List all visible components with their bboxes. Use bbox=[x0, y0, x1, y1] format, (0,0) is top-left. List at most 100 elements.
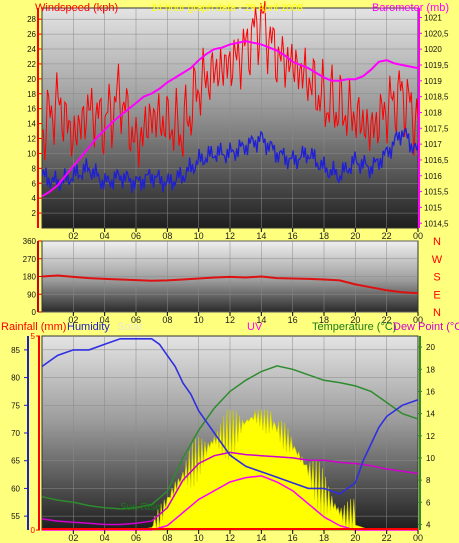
temp-tick-label: 14 bbox=[426, 410, 435, 419]
rainfall-axis-title: Rainfall (mm) bbox=[1, 321, 66, 333]
compass-label: E bbox=[433, 289, 440, 301]
compass-label: N bbox=[433, 307, 441, 319]
x-tick-label: 06 bbox=[131, 315, 141, 325]
x-tick-label: 06 bbox=[131, 231, 141, 241]
y-right-tick-label: 1018 bbox=[424, 108, 442, 117]
x-tick-label: 02 bbox=[68, 315, 78, 325]
humidity-temperature-panel: 55 60 65 70 75 80 85 0 5 4 6 8 10 12 14 16 18 20 02 04 06 08 1… bbox=[1, 321, 459, 543]
humidity-tick-label: 55 bbox=[11, 512, 20, 521]
x-tick-label: 04 bbox=[100, 315, 110, 325]
y-left-tick-label: 28 bbox=[27, 15, 36, 24]
x-tick-label: 12 bbox=[225, 231, 235, 241]
rain-tick-label: 0 bbox=[31, 526, 36, 535]
dewpoint-axis-title: Dew Point (°C) bbox=[393, 321, 459, 333]
y-right-tick-label: 1017,5 bbox=[424, 124, 449, 133]
x-tick-label: 14 bbox=[256, 533, 266, 543]
x-tick-label: 10 bbox=[194, 533, 204, 543]
temp-tick-label: 12 bbox=[426, 432, 435, 441]
x-tick-label: 20 bbox=[350, 533, 360, 543]
y-left-tick-label: 10 bbox=[27, 149, 36, 158]
direction-series bbox=[41, 274, 419, 295]
x-tick-label: 20 bbox=[350, 231, 360, 241]
wind-direction-line bbox=[41, 274, 419, 295]
x-tick-label: 08 bbox=[162, 533, 172, 543]
humidity-tick-label: 80 bbox=[11, 374, 20, 383]
barometer-axis-title: Barometer (mb) bbox=[372, 2, 449, 14]
y-left-tick-label: 14 bbox=[27, 120, 36, 129]
wind-direction-panel: 0 N 90 E 180 S 270 W 360 N 02 04 06 08 10 12 14 16 18 20 22 0… bbox=[23, 236, 443, 325]
y-left-tick-label: 2 bbox=[32, 209, 37, 218]
compass-label: N bbox=[433, 236, 441, 248]
y-right-tick-label: 1016,5 bbox=[424, 156, 449, 165]
x-tick-label: 18 bbox=[319, 231, 329, 241]
y-left-tick-label: 4 bbox=[32, 194, 37, 203]
wind-series bbox=[41, 0, 419, 198]
dewpoint-line bbox=[41, 451, 419, 526]
temp-tick-label: 10 bbox=[426, 454, 435, 463]
wind-barometer-panel: 2468101214161820222426281014,510151015,5… bbox=[27, 0, 449, 241]
wind-ticks: 2468101214161820222426281014,510151015,5… bbox=[27, 8, 449, 241]
solar-axis-title: Solar bbox=[117, 321, 143, 333]
humidity-axis-title: Humidity bbox=[67, 321, 110, 333]
humidity-tick-label: 70 bbox=[11, 429, 20, 438]
x-tick-label: 04 bbox=[100, 533, 110, 543]
x-tick-label: 00 bbox=[413, 231, 423, 241]
x-tick-label: 16 bbox=[288, 315, 298, 325]
rain-tick-label: 5 bbox=[31, 332, 36, 341]
x-tick-label: 02 bbox=[68, 231, 78, 241]
y-left-tick-label: 20 bbox=[27, 75, 36, 84]
x-tick-label: 18 bbox=[319, 533, 329, 543]
x-tick-label: 08 bbox=[162, 231, 172, 241]
y-left-tick-label: 18 bbox=[27, 90, 36, 99]
x-tick-label: 12 bbox=[225, 315, 235, 325]
barometer-line bbox=[41, 40, 419, 198]
temperature-line bbox=[41, 365, 419, 510]
y-tick-label: 90 bbox=[27, 290, 36, 299]
humidity-tick-label: 60 bbox=[11, 484, 20, 493]
x-tick-label: 14 bbox=[256, 315, 266, 325]
wind-speed-line bbox=[41, 127, 419, 194]
y-right-tick-label: 1018,5 bbox=[424, 93, 449, 102]
direction-ticks: 0 N 90 E 180 S 270 W 360 N 02 04 06 08 10 12 14 16 18 20 22 0… bbox=[23, 236, 443, 325]
x-tick-label: 22 bbox=[382, 533, 392, 543]
humidity-tick-label: 65 bbox=[11, 457, 20, 466]
x-tick-label: 08 bbox=[162, 315, 172, 325]
humidity-tick-label: 85 bbox=[11, 346, 20, 355]
compass-label: W bbox=[432, 254, 443, 266]
y-right-tick-label: 1016 bbox=[424, 172, 442, 181]
humidity-line bbox=[41, 338, 419, 495]
y-left-tick-label: 8 bbox=[32, 164, 37, 173]
temp-ticks: 55 60 65 70 75 80 85 0 5 4 6 8 10 12 14 16 18 20 02 04 06 08 1… bbox=[11, 332, 435, 543]
x-tick-label: 00 bbox=[413, 315, 423, 325]
y-right-tick-label: 1015,5 bbox=[424, 188, 449, 197]
compass-label: S bbox=[433, 272, 440, 284]
x-tick-label: 22 bbox=[382, 231, 392, 241]
temperature-axis-title: Temperature (°C) bbox=[312, 321, 396, 333]
temp-tick-label: 20 bbox=[426, 343, 435, 352]
x-tick-label: 16 bbox=[288, 533, 298, 543]
y-right-tick-label: 1015 bbox=[424, 203, 442, 212]
x-tick-label: 04 bbox=[100, 231, 110, 241]
x-tick-label: 12 bbox=[225, 533, 235, 543]
y-right-tick-label: 1014,5 bbox=[424, 219, 449, 228]
humidity-tick-label: 75 bbox=[11, 401, 20, 410]
temp-tick-label: 6 bbox=[426, 498, 431, 507]
sunrise-annotation: Sun Rise bbox=[120, 502, 161, 513]
y-left-tick-label: 26 bbox=[27, 30, 36, 39]
y-left-tick-label: 6 bbox=[32, 179, 37, 188]
x-tick-label: 10 bbox=[194, 231, 204, 241]
y-right-tick-label: 1019,5 bbox=[424, 61, 449, 70]
x-tick-label: 10 bbox=[194, 315, 204, 325]
y-right-tick-label: 1019 bbox=[424, 77, 442, 86]
graph-title: 24 hour graph data - 29 April 2008 bbox=[151, 3, 303, 14]
temp-tick-label: 4 bbox=[426, 520, 431, 529]
y-left-tick-label: 24 bbox=[27, 45, 36, 54]
uv-axis-title: UV bbox=[247, 321, 263, 333]
x-tick-label: 14 bbox=[256, 231, 266, 241]
y-tick-label: 0 bbox=[32, 308, 37, 317]
windspeed-axis-title: Windspeed (kph) bbox=[35, 2, 118, 14]
temp-tick-label: 18 bbox=[426, 365, 435, 374]
y-right-tick-label: 1020 bbox=[424, 45, 442, 54]
y-tick-label: 180 bbox=[23, 273, 37, 282]
